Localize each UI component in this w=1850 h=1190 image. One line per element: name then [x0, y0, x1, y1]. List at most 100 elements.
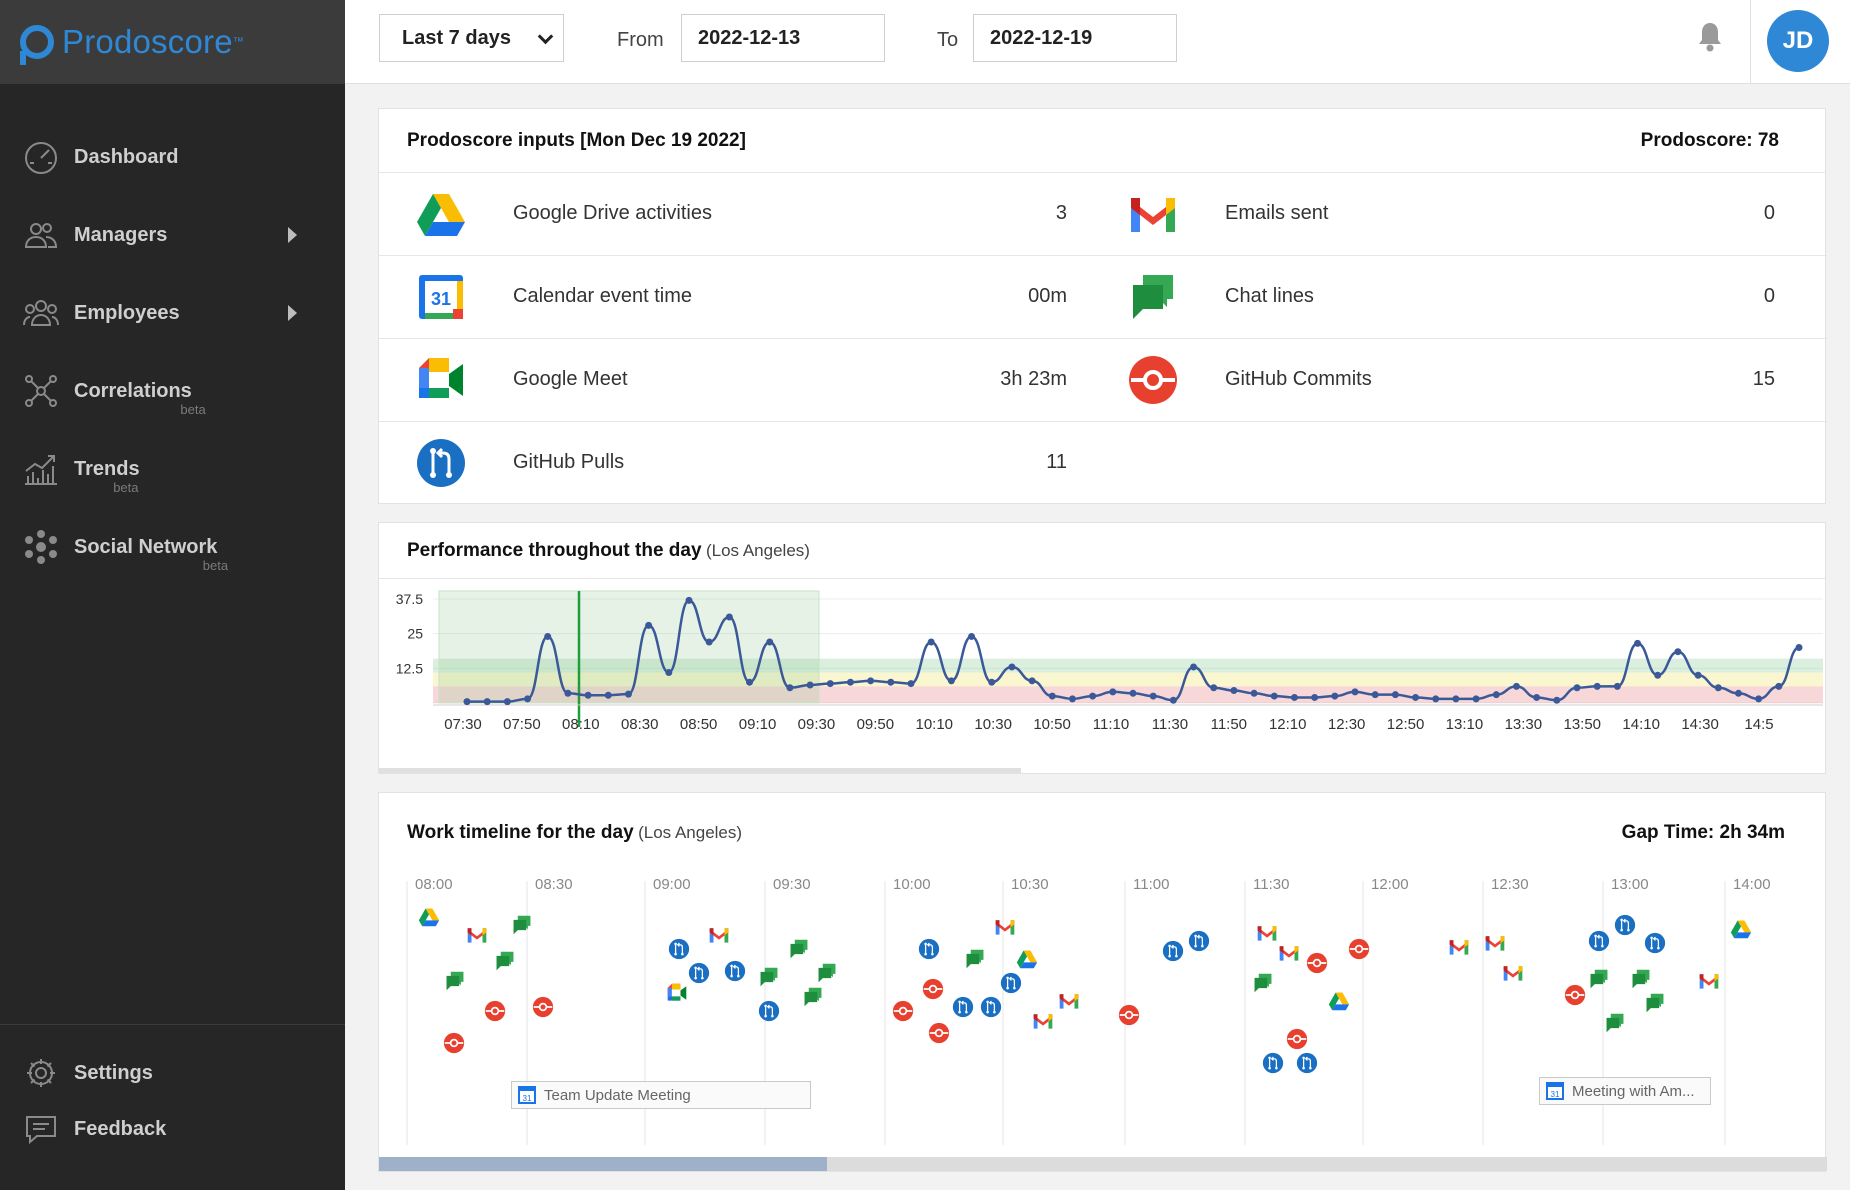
data-point[interactable]: [1714, 684, 1722, 692]
data-point[interactable]: [1008, 663, 1016, 671]
data-point[interactable]: [1371, 691, 1379, 699]
sidebar-item-correlations[interactable]: Correlations beta: [0, 352, 345, 430]
data-point[interactable]: [786, 684, 794, 692]
meeting-block[interactable]: 31 Meeting with Am...: [1539, 1077, 1711, 1105]
sidebar-item-employees[interactable]: Employees: [0, 274, 345, 352]
google-chat-icon[interactable]: [496, 951, 514, 971]
google-chat-icon[interactable]: [1254, 973, 1272, 993]
data-point[interactable]: [1351, 688, 1359, 696]
from-date-input[interactable]: 2022-12-13: [681, 14, 885, 62]
google-drive-icon[interactable]: [1016, 950, 1038, 969]
data-point[interactable]: [1452, 695, 1460, 703]
data-point[interactable]: [746, 678, 754, 686]
gmail-icon[interactable]: [1699, 974, 1719, 989]
gmail-icon[interactable]: [1503, 966, 1523, 981]
data-point[interactable]: [1048, 692, 1056, 700]
to-date-input[interactable]: 2022-12-19: [973, 14, 1177, 62]
gmail-icon[interactable]: [1257, 926, 1277, 941]
data-point[interactable]: [483, 698, 491, 706]
data-point[interactable]: [1290, 693, 1298, 701]
github-commit-icon[interactable]: [1348, 938, 1370, 960]
github-commit-icon[interactable]: [532, 996, 554, 1018]
data-point[interactable]: [887, 678, 895, 686]
data-point[interactable]: [766, 638, 774, 646]
gmail-icon[interactable]: [709, 928, 729, 943]
data-point[interactable]: [1755, 695, 1763, 703]
data-point[interactable]: [624, 690, 632, 698]
google-chat-icon[interactable]: [966, 949, 984, 969]
data-point[interactable]: [1593, 682, 1601, 690]
data-point[interactable]: [1149, 692, 1157, 700]
sidebar-item-managers[interactable]: Managers: [0, 196, 345, 274]
data-point[interactable]: [1734, 689, 1742, 697]
google-chat-icon[interactable]: [513, 915, 531, 935]
data-point[interactable]: [645, 621, 653, 629]
data-point[interactable]: [826, 680, 834, 688]
google-chat-icon[interactable]: [1646, 993, 1664, 1013]
data-point[interactable]: [1533, 693, 1541, 701]
meeting-block[interactable]: 31 Team Update Meeting: [511, 1081, 811, 1109]
google-chat-icon[interactable]: [818, 963, 836, 983]
google-drive-icon[interactable]: [1328, 992, 1350, 1011]
sidebar-item-social-network[interactable]: Social Network beta: [0, 508, 345, 586]
google-chat-icon[interactable]: [760, 967, 778, 987]
github-commit-icon[interactable]: [1306, 952, 1328, 974]
data-point[interactable]: [1654, 671, 1662, 679]
data-point[interactable]: [947, 677, 955, 685]
data-point[interactable]: [968, 632, 976, 640]
github-pull-icon[interactable]: [952, 996, 974, 1018]
gmail-icon[interactable]: [1279, 946, 1299, 961]
sidebar-item-settings[interactable]: Settings: [0, 1045, 345, 1101]
data-point[interactable]: [584, 691, 592, 699]
data-point[interactable]: [1634, 639, 1642, 647]
github-pull-icon[interactable]: [1162, 940, 1184, 962]
github-pull-icon[interactable]: [1262, 1052, 1284, 1074]
data-point[interactable]: [524, 695, 532, 703]
github-pull-icon[interactable]: [918, 938, 940, 960]
github-pull-icon[interactable]: [980, 996, 1002, 1018]
data-point[interactable]: [1573, 684, 1581, 692]
data-point[interactable]: [1391, 691, 1399, 699]
data-point[interactable]: [665, 668, 673, 676]
data-point[interactable]: [988, 678, 996, 686]
data-point[interactable]: [1795, 644, 1803, 652]
data-point[interactable]: [1169, 696, 1177, 704]
data-point[interactable]: [1613, 682, 1621, 690]
avatar[interactable]: JD: [1767, 10, 1829, 72]
data-point[interactable]: [907, 680, 915, 688]
sidebar-item-feedback[interactable]: Feedback: [0, 1101, 345, 1157]
github-pull-icon[interactable]: [688, 962, 710, 984]
date-range-select[interactable]: Last 7 days: [379, 14, 564, 62]
github-pull-icon[interactable]: [1296, 1052, 1318, 1074]
data-point[interactable]: [1553, 696, 1561, 704]
google-drive-icon[interactable]: [1730, 920, 1752, 939]
github-pull-icon[interactable]: [1614, 914, 1636, 936]
google-chat-icon[interactable]: [446, 971, 464, 991]
data-point[interactable]: [564, 689, 572, 697]
github-pull-icon[interactable]: [1644, 932, 1666, 954]
github-pull-icon[interactable]: [668, 938, 690, 960]
github-commit-icon[interactable]: [1564, 984, 1586, 1006]
data-point[interactable]: [846, 678, 854, 686]
github-commit-icon[interactable]: [1286, 1028, 1308, 1050]
gmail-icon[interactable]: [1059, 994, 1079, 1009]
google-chat-icon[interactable]: [1606, 1013, 1624, 1033]
github-pull-icon[interactable]: [1000, 972, 1022, 994]
gmail-icon[interactable]: [1485, 936, 1505, 951]
google-chat-icon[interactable]: [1590, 969, 1608, 989]
google-chat-icon[interactable]: [790, 939, 808, 959]
data-point[interactable]: [725, 613, 733, 621]
google-chat-icon[interactable]: [1632, 969, 1650, 989]
data-point[interactable]: [685, 596, 693, 604]
data-point[interactable]: [1109, 688, 1117, 696]
github-commit-icon[interactable]: [1118, 1004, 1140, 1026]
data-point[interactable]: [1089, 692, 1097, 700]
data-point[interactable]: [705, 638, 713, 646]
gmail-icon[interactable]: [1449, 940, 1469, 955]
data-point[interactable]: [1190, 663, 1198, 671]
github-commit-icon[interactable]: [443, 1032, 465, 1054]
data-point[interactable]: [1674, 648, 1682, 656]
data-point[interactable]: [1270, 692, 1278, 700]
github-commit-icon[interactable]: [484, 1000, 506, 1022]
data-point[interactable]: [1210, 684, 1218, 692]
